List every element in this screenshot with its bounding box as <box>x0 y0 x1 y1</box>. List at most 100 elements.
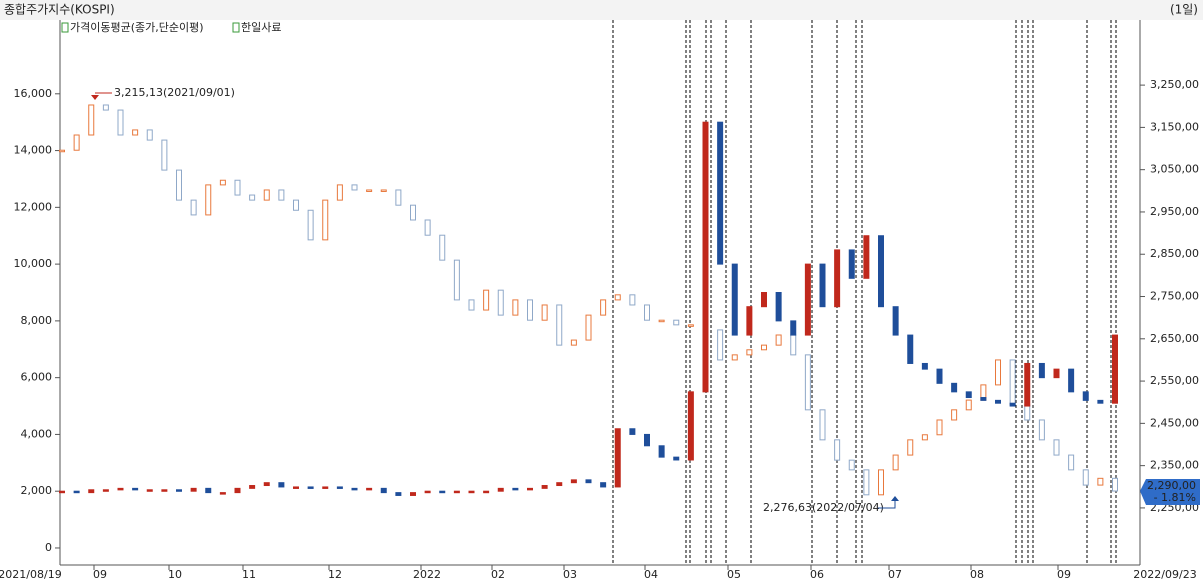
x-tick-label: 02 <box>491 568 505 581</box>
candle <box>453 259 460 301</box>
candle <box>1009 359 1016 406</box>
candle <box>424 219 431 236</box>
annotation-arrow <box>91 95 99 100</box>
candle <box>673 319 680 326</box>
candle <box>190 199 197 216</box>
x-tick-label: 09 <box>93 568 107 581</box>
candle <box>483 490 490 494</box>
candle <box>132 487 139 491</box>
y-tick-label: 8,000 <box>21 314 53 327</box>
candle <box>541 304 548 321</box>
candle <box>410 492 416 496</box>
y2-tick-label: 2,450,00 <box>1150 416 1199 429</box>
candle <box>746 306 753 336</box>
candle <box>336 184 343 201</box>
candle <box>907 334 914 364</box>
candle <box>1024 362 1031 407</box>
candle <box>1082 391 1089 401</box>
candle <box>424 490 431 494</box>
candle <box>541 485 548 489</box>
candle <box>717 121 724 265</box>
legend-entry: 한일사료 <box>241 20 281 34</box>
candle <box>863 469 870 496</box>
x-tick-label: 05 <box>727 568 741 581</box>
candle <box>117 109 124 136</box>
y2-tick-label: 2,850,00 <box>1150 247 1199 260</box>
y2-tick-label: 3,050,00 <box>1150 163 1199 176</box>
candle <box>936 368 943 384</box>
candle <box>644 304 650 321</box>
candle <box>307 209 314 241</box>
x-tick-label: 12 <box>328 568 342 581</box>
candle <box>1112 334 1118 404</box>
header-bar <box>0 0 1203 20</box>
candle <box>702 121 709 393</box>
candle <box>761 292 767 308</box>
candle <box>176 169 182 201</box>
candle <box>293 199 299 211</box>
y-tick-label: 10,000 <box>14 257 53 270</box>
candle <box>995 359 1001 386</box>
annotation: 3,215,13(2021/09/01) <box>114 86 235 99</box>
candle <box>878 235 884 308</box>
candle <box>790 334 797 356</box>
candle <box>1009 402 1016 407</box>
candle <box>834 439 841 461</box>
x-tick-label: 07 <box>888 568 902 581</box>
candle <box>629 428 636 435</box>
candle <box>146 129 153 141</box>
x-tick-label: 10 <box>168 568 182 581</box>
legend-entry: 가격이동평균(종가,단순이평) <box>70 21 204 34</box>
legend-icon <box>232 22 240 33</box>
candle <box>190 487 197 492</box>
candle <box>1038 362 1045 379</box>
candle <box>658 445 665 458</box>
candle <box>59 149 65 153</box>
candle <box>951 382 958 393</box>
candle <box>439 490 446 494</box>
candle <box>600 299 607 316</box>
candle <box>556 482 563 487</box>
candle <box>102 489 109 492</box>
candle <box>453 490 460 494</box>
candle <box>395 189 402 206</box>
candle <box>1053 368 1060 379</box>
y-tick-label: 12,000 <box>14 200 53 213</box>
candle <box>263 189 270 201</box>
y2-tick-label: 2,350,00 <box>1150 459 1199 472</box>
candle <box>1024 404 1031 421</box>
candle <box>410 204 416 221</box>
y2-tick-label: 3,250,00 <box>1150 78 1199 91</box>
candle <box>644 433 650 447</box>
candle <box>951 409 958 421</box>
candle <box>1112 477 1118 492</box>
y-tick-label: 16,000 <box>14 87 53 100</box>
candle <box>863 235 870 279</box>
candle <box>527 487 533 491</box>
candle <box>600 482 607 488</box>
candle <box>687 324 694 327</box>
candle <box>892 454 899 471</box>
y2-tick-label: 2,650,00 <box>1150 332 1199 345</box>
candle <box>921 434 928 441</box>
y2-tick-label: 3,150,00 <box>1150 120 1199 133</box>
candle <box>717 329 724 361</box>
annotation: 2,276,63(2022/07/04) <box>763 501 884 514</box>
y-tick-label: 6,000 <box>21 371 53 384</box>
candle <box>395 492 402 496</box>
candle <box>59 490 65 494</box>
current-change: - 1.81% <box>1154 491 1196 504</box>
candle <box>731 354 738 361</box>
x-tick-label: 2021/08/19 <box>0 568 62 581</box>
candle <box>117 487 124 491</box>
candle <box>161 139 168 171</box>
candle <box>556 304 563 346</box>
current-box <box>1140 479 1200 506</box>
candle <box>351 184 358 191</box>
candle <box>88 489 95 494</box>
candle <box>278 189 285 201</box>
candle <box>336 486 343 489</box>
candle <box>1068 454 1075 471</box>
candle <box>658 319 665 323</box>
